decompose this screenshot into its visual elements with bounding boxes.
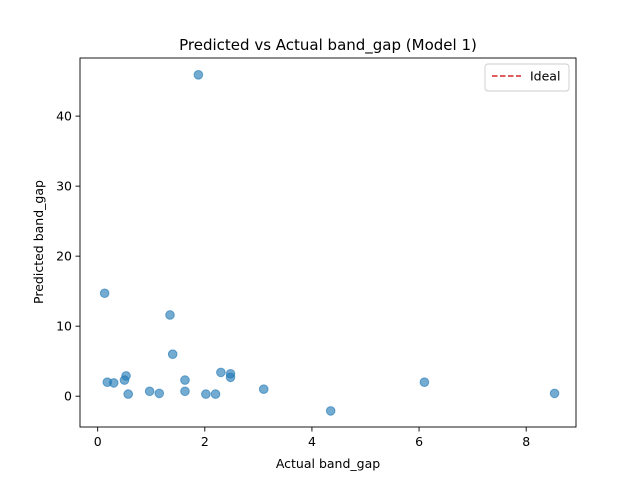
legend: Ideal: [484, 63, 570, 92]
legend-box: [484, 63, 570, 92]
data-point-20: [325, 406, 336, 416]
x-tick-label-2: 2: [201, 434, 209, 449]
data-point-1: [99, 288, 110, 299]
data-point-15: [210, 389, 221, 399]
x-tick-label-5: 8: [522, 434, 530, 449]
data-point-6: [123, 389, 134, 399]
x-tick-label-4: 6: [415, 434, 423, 449]
data-point-14: [201, 389, 211, 399]
data-point-12: [180, 386, 190, 397]
x-tick-label-3: 4: [308, 434, 316, 449]
data-point-21: [419, 377, 430, 387]
data-point-16: [216, 367, 226, 378]
y-tick-label-5: 40: [56, 109, 72, 124]
y-tick-label-2: 10: [56, 319, 72, 334]
points-layer: [99, 70, 560, 416]
data-point-3: [108, 378, 119, 388]
data-point-18: [225, 372, 236, 383]
data-point-11: [180, 375, 190, 385]
y-axis-ticks: 0 10 20 30 40: [56, 109, 80, 404]
data-point-13: [193, 70, 204, 80]
x-axis-ticks: 0 2 4 6 8: [94, 427, 530, 449]
data-point-8: [154, 388, 165, 399]
data-point-19: [258, 384, 269, 394]
data-point-5: [121, 371, 131, 381]
y-tick-label-3: 20: [56, 249, 72, 264]
x-tick-label-1: 0: [94, 434, 102, 449]
y-tick-label-4: 30: [56, 179, 72, 194]
y-axis-label: Predicted band_gap: [31, 180, 46, 304]
data-point-9: [165, 310, 175, 320]
chart-title: Predicted vs Actual band_gap (Model 1): [179, 36, 477, 55]
plot-area: [79, 57, 577, 428]
data-point-7: [144, 386, 155, 397]
legend-ideal-label: Ideal: [530, 69, 560, 84]
y-tick-label-1: 0: [64, 389, 72, 404]
data-point-10: [167, 349, 178, 359]
data-point-22: [549, 388, 560, 399]
x-axis-label: Actual band_gap: [276, 456, 380, 471]
